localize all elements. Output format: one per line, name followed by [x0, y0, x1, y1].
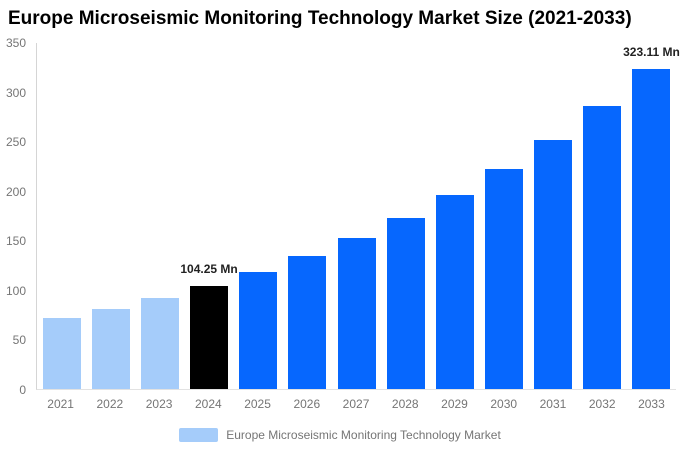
y-axis: 0 50 100 150 200 250 300 350: [0, 36, 26, 397]
x-tick-2022: 2022: [96, 397, 124, 411]
bar-slot-2031: [529, 43, 578, 389]
bar-slot-2033: 323.11 Mn: [623, 43, 680, 389]
bar-slot-2022: [86, 43, 135, 389]
x-tick-2025: 2025: [244, 397, 271, 411]
x-tick-2030: 2030: [490, 397, 518, 411]
y-tick-250: 250: [5, 135, 26, 150]
y-tick-300: 300: [5, 85, 26, 100]
bar-2022[interactable]: [91, 308, 130, 389]
x-tick-2023: 2023: [145, 397, 173, 411]
y-tick-200: 200: [5, 184, 26, 199]
plot-area: 104.25 Mn 323.11 Mn: [36, 43, 680, 390]
legend[interactable]: Europe Microseismic Monitoring Technolog…: [0, 428, 680, 442]
x-tick-2033: 2033: [638, 397, 665, 411]
x-tick-2031: 2031: [539, 397, 567, 411]
y-tick-50: 50: [12, 333, 26, 348]
x-tick-2027: 2027: [342, 397, 370, 411]
bar-2026[interactable]: [288, 256, 327, 389]
bar-2027[interactable]: [337, 238, 376, 389]
y-tick-100: 100: [5, 283, 26, 298]
y-tick-350: 350: [5, 36, 26, 50]
bars-group: 104.25 Mn 323.11 Mn: [37, 43, 680, 389]
legend-swatch: [179, 428, 219, 442]
x-tick-2026: 2026: [293, 397, 321, 411]
bar-2021[interactable]: [42, 318, 81, 389]
data-label-2024: 104.25 Mn: [180, 261, 238, 276]
bar-slot-2032: [578, 43, 627, 389]
bar-slot-2027: [332, 43, 381, 389]
y-tick-150: 150: [5, 234, 26, 249]
bar-2025[interactable]: [239, 271, 278, 389]
bar-2033[interactable]: [632, 68, 671, 389]
bar-2032[interactable]: [583, 106, 622, 389]
bar-slot-2025: [234, 43, 283, 389]
chart-title: Europe Microseismic Monitoring Technolog…: [8, 8, 632, 29]
bar-slot-2023: [135, 43, 184, 389]
y-tick-0: 0: [19, 383, 26, 397]
bar-2030[interactable]: [484, 169, 523, 389]
x-tick-2032: 2032: [588, 397, 616, 411]
x-tick-2029: 2029: [441, 397, 468, 411]
bar-slot-2024: 104.25 Mn: [180, 43, 238, 389]
bar-2023[interactable]: [140, 297, 179, 389]
bar-2024[interactable]: [190, 285, 229, 389]
x-axis-labels: 2021 2022 2023 2024 2025 2026 2027 2028 2029 2030…: [36, 397, 676, 411]
bar-slot-2028: [381, 43, 430, 389]
bar-2029[interactable]: [435, 195, 474, 389]
bar-slot-2030: [479, 43, 528, 389]
data-label-2033: 323.11 Mn: [623, 44, 680, 59]
x-tick-2021: 2021: [47, 397, 74, 411]
bar-2031[interactable]: [534, 139, 573, 389]
bar-slot-2029: [430, 43, 479, 389]
bar-slot-2021: [37, 43, 86, 389]
x-tick-2024: 2024: [194, 397, 222, 411]
bar-2028[interactable]: [386, 218, 425, 389]
legend-label: Europe Microseismic Monitoring Technolog…: [226, 428, 501, 442]
bar-slot-2026: [283, 43, 332, 389]
x-tick-2028: 2028: [391, 397, 419, 411]
